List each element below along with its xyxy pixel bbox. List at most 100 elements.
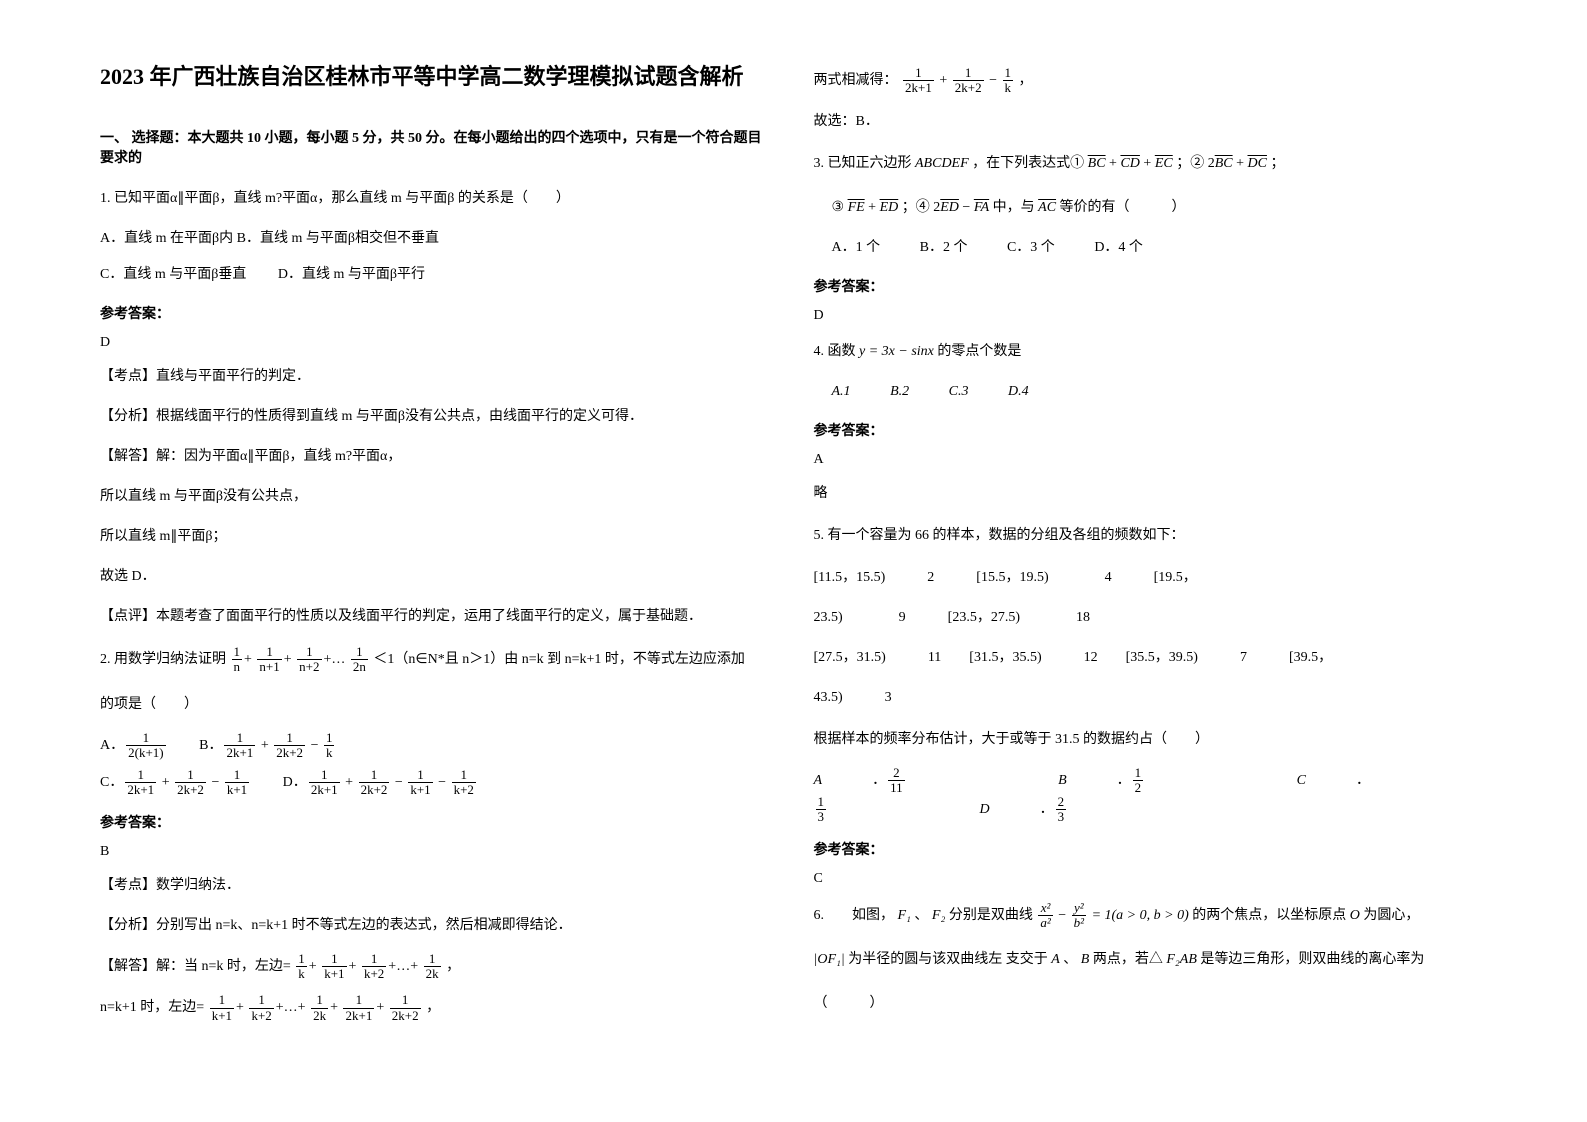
q1-e6: 故选 D． — [100, 563, 774, 591]
q6-f1: F₁ — [898, 908, 911, 923]
col2-r1b: ， — [1019, 73, 1033, 88]
q2B-f3: 1k — [324, 731, 335, 761]
r1-f2: 12k+2 — [953, 66, 984, 96]
q6-sc: 的两个焦点，以坐标原点 — [1192, 908, 1346, 923]
q4-optD: D.4 — [1008, 384, 1029, 399]
r1-f3: 1k — [1003, 66, 1014, 96]
q2-e4: n=k+1 时，左边= 1k+1+ 1k+2+…+ 12k+ 12k+1+ 12… — [100, 993, 774, 1023]
vec-fa: FA — [974, 200, 989, 215]
q4-stem: 4. 函数 y = 3x − sinx 的零点个数是 — [814, 338, 1488, 366]
e3-f4: 12k — [424, 952, 441, 982]
q6-sd: 为圆心， — [1363, 908, 1419, 923]
q6-of1: |OF₁| — [814, 952, 845, 967]
q5-stem: 5. 有一个容量为 66 的样本，数据的分组及各组的频数如下： — [814, 522, 1488, 550]
q5-sub: 根据样本的频率分布估计，大于或等于 31.5 的数据约占（ ） — [814, 726, 1488, 754]
q2-row2: C．12k+1 + 12k+2 − 1k+1 D．12k+1 + 12k+2 −… — [100, 768, 774, 798]
q6-stem1: 6. 如图， F₁ 、 F₂ 分别是双曲线 x²a² − y²b² = 1(a … — [814, 901, 1488, 931]
q1-e4: 所以直线 m 与平面β没有公共点， — [100, 483, 774, 511]
q6-s2d: 、 — [1063, 952, 1077, 967]
q5-row4: 43.5) 3 — [814, 684, 1488, 712]
q2A-frac: 12(k+1) — [126, 731, 166, 761]
q4-optC: C.3 — [949, 384, 969, 399]
col2-r1: 两式相减得： 12k+1 + 12k+2 − 1k ， — [814, 66, 1488, 96]
q6-s2f: 两点，若△ — [1093, 952, 1163, 967]
q3-s1b: ，在下列表达式① — [972, 156, 1084, 171]
q3-s1d: ； — [1270, 156, 1284, 171]
q1-choices-row1: A．直线 m 在平面β内 B．直线 m 与平面β相交但不垂直 — [100, 225, 774, 253]
q1-choices-row2: C．直线 m 与平面β垂直 D．直线 m 与平面β平行 — [100, 261, 774, 289]
col2-r2: 故选：B． — [814, 108, 1488, 136]
q6-fr2: y²b² — [1072, 901, 1086, 931]
q5-choices: A．211 B．12 C．13 D．23 — [814, 766, 1488, 825]
q2D-f3: 1k+1 — [408, 768, 432, 798]
q3-ans: D — [814, 308, 1488, 324]
q1-ans-label: 参考答案： — [100, 303, 774, 323]
q3-choices: A．1 个 B．2 个 C．3 个 D．4 个 — [832, 234, 1488, 262]
right-column: 两式相减得： 12k+1 + 12k+2 − 1k ， 故选：B． 3. 已知正… — [814, 60, 1488, 1062]
q2-ans: B — [100, 844, 774, 860]
q3-s1a: 3. 已知正六边形 — [814, 156, 912, 171]
q3-optD: D．4 个 — [1094, 240, 1143, 255]
q2-stem: 2. 用数学归纳法证明 1n+ 1n+1+ 1n+2+… 12n ＜1（n∈N*… — [100, 645, 774, 675]
q4-sb: 的零点个数是 — [937, 344, 1021, 359]
e4-f1: 1k+1 — [210, 993, 234, 1023]
q2-e1: 【考点】数学归纳法． — [100, 872, 774, 900]
frac-1-n2: 1n+2 — [297, 645, 321, 675]
q3-optB: B．2 个 — [920, 240, 968, 255]
q3-optA: A．1 个 — [832, 240, 881, 255]
q1-e7: 【点评】本题考查了面面平行的性质以及线面平行的判定，运用了线面平行的定义，属于基… — [100, 603, 774, 631]
q4-omit: 略 — [814, 480, 1488, 508]
e4-f3: 12k — [311, 993, 328, 1023]
frac-1-n1: 1n+1 — [257, 645, 281, 675]
q1-optC: C．直线 m 与平面β垂直 — [100, 267, 246, 282]
q1-optD: D．直线 m 与平面β平行 — [278, 267, 425, 282]
q4-sa: 4. 函数 — [814, 344, 856, 359]
q5-row1: [11.5，15.5) 2 [15.5，19.5) 4 [19.5， — [814, 564, 1488, 592]
q4-optA: A.1 — [832, 384, 851, 399]
q4-choices: A.1 B.2 C.3 D.4 — [832, 378, 1488, 406]
vec-ac: AC — [1038, 200, 1056, 215]
q1-e2: 【分析】根据线面平行的性质得到直线 m 与平面β没有公共点，由线面平行的定义可得… — [100, 403, 774, 431]
q1-stem: 1. 已知平面α∥平面β，直线 m?平面α，那么直线 m 与平面β 的关系是（ … — [100, 185, 774, 213]
q2-stem-b: ＜1（n∈N*且 n＞1）由 n=k 到 n=k+1 时，不等式左边应添加 — [373, 652, 745, 667]
q3-stem2: ③ FE + ED ；④ 2ED − FA 中，与 AC 等价的有（ ） — [832, 194, 1488, 222]
q6-o: O — [1350, 908, 1360, 923]
vec-ec: EC — [1155, 156, 1173, 171]
q3-s2d: 等价的有（ ） — [1060, 200, 1186, 215]
q6-A: A — [1051, 952, 1060, 967]
q6-f2: F₂ — [932, 908, 945, 923]
q1-optB: B．直线 m 与平面β相交但不垂直 — [237, 231, 439, 246]
q2-e2: 【分析】分别写出 n=k、n=k+1 时不等式左边的表达式，然后相减即得结论． — [100, 912, 774, 940]
q2C-f2: 12k+2 — [175, 768, 206, 798]
q3-s2c: 中，与 — [993, 200, 1035, 215]
q6-sa: 6. 如图， — [814, 908, 895, 923]
q2C-f1: 12k+1 — [125, 768, 156, 798]
q6-stem3: （ ） — [814, 990, 1488, 1018]
q2D-f4: 1k+2 — [452, 768, 476, 798]
section-1-heading: 一、 选择题：本大题共 10 小题，每小题 5 分，共 50 分。在每小题给出的… — [100, 127, 774, 167]
q1-e5: 所以直线 m∥平面β； — [100, 523, 774, 551]
q2-row1: A．12(k+1) B．12k+1 + 12k+2 − 1k — [100, 731, 774, 761]
q6-s2b: 为半径的圆与该双曲线左 支交于 — [848, 952, 1048, 967]
q1-e3: 【解答】解：因为平面α∥平面β，直线 m?平面α， — [100, 443, 774, 471]
e3-f3: 1k+2 — [362, 952, 386, 982]
q2-ans-label: 参考答案： — [100, 812, 774, 832]
vec-fe: FE — [848, 200, 865, 215]
q2-e4b: ， — [426, 1000, 440, 1015]
vec-ed: ED — [880, 200, 899, 215]
vec-dc: DC — [1248, 156, 1267, 171]
q1-ans: D — [100, 335, 774, 351]
q3-s1c: ；② — [1176, 156, 1204, 171]
q6-sb: 分别是双曲线 — [949, 908, 1033, 923]
q3-s2a: ③ — [832, 200, 845, 215]
r1-f1: 12k+1 — [903, 66, 934, 96]
q2D-f1: 12k+1 — [309, 768, 340, 798]
q2B-f2: 12k+2 — [274, 731, 305, 761]
q6-sep: 、 — [914, 908, 928, 923]
q5-optD: D．23 — [980, 802, 1167, 817]
q2-e3: 【解答】解：当 n=k 时，左边= 1k+ 1k+1+ 1k+2+…+ 12k … — [100, 952, 774, 982]
document-title: 2023 年广西壮族自治区桂林市平等中学高二数学理模拟试题含解析 — [100, 60, 774, 93]
q2-stem-a: 2. 用数学归纳法证明 — [100, 652, 226, 667]
q2-e3b: ， — [446, 959, 460, 974]
col2-r1a: 两式相减得： — [814, 73, 898, 88]
